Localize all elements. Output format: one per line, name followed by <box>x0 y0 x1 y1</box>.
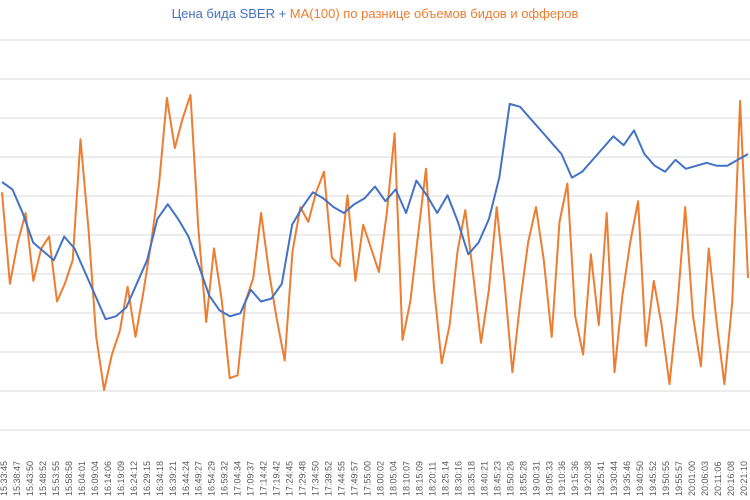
x-tick-label: 16:49:27 <box>194 461 204 496</box>
x-tick-label: 17:49:57 <box>350 461 360 496</box>
x-tick-label: 20:06:03 <box>700 461 710 496</box>
x-tick-label: 17:09:37 <box>246 461 256 496</box>
x-axis-ticks: 15:33:45 15:38:47 15:43:50 15:48:52 15:53:55… <box>0 461 749 496</box>
x-tick-label: 18:45:23 <box>492 461 502 496</box>
x-tick-label: 17:19:42 <box>272 461 282 496</box>
x-tick-label: 17:14:42 <box>259 461 269 496</box>
x-tick-label: 18:50:26 <box>505 461 515 496</box>
x-tick-label: 19:00:31 <box>531 461 541 496</box>
title-separator: + <box>274 6 290 21</box>
x-tick-label: 15:43:50 <box>25 461 35 496</box>
x-tick-label: 17:39:52 <box>324 461 334 496</box>
x-tick-label: 19:55:57 <box>674 461 684 496</box>
title-bid-price-part: Цена бида SBER <box>171 6 275 21</box>
x-tick-label: 17:04:34 <box>233 461 243 496</box>
x-tick-label: 18:35:18 <box>466 461 476 496</box>
x-tick-label: 17:29:48 <box>298 461 308 496</box>
x-tick-label: 18:15:09 <box>414 461 424 496</box>
x-tick-label: 18:40:21 <box>479 461 489 496</box>
x-tick-label: 15:38:47 <box>12 461 22 496</box>
series-line-bid-price <box>1 102 749 321</box>
x-tick-label: 19:40:50 <box>635 461 645 496</box>
x-tick-label: 18:05:04 <box>389 461 399 496</box>
x-tick-label: 19:05:33 <box>544 461 554 496</box>
x-tick-label: 18:55:28 <box>518 461 528 496</box>
x-tick-label: 18:30:16 <box>453 461 463 496</box>
x-tick-label: 15:48:52 <box>38 461 48 496</box>
x-tick-label: 15:58:58 <box>64 461 74 496</box>
x-tick-label: 20:01:00 <box>687 461 697 496</box>
x-tick-label: 20:16:08 <box>726 461 736 496</box>
chart-title: Цена бида SBER + MA(100) по разнице объе… <box>0 6 750 21</box>
x-tick-label: 16:39:21 <box>168 461 178 496</box>
x-tick-label: 15:53:55 <box>51 461 61 496</box>
x-tick-label: 17:55:00 <box>363 461 373 496</box>
x-tick-label: 18:25:14 <box>440 461 450 496</box>
x-tick-label: 16:34:18 <box>155 461 165 496</box>
x-tick-label: 19:35:46 <box>622 461 632 496</box>
x-tick-label: 18:00:02 <box>376 461 386 496</box>
x-tick-label: 16:54:29 <box>207 461 217 496</box>
x-tick-label: 16:24:12 <box>129 461 139 496</box>
x-tick-label: 19:25:41 <box>596 461 606 496</box>
x-tick-label: 19:10:36 <box>557 461 567 496</box>
x-tick-label: 19:30:44 <box>609 461 619 496</box>
x-tick-label: 16:19:09 <box>116 461 126 496</box>
gridlines <box>0 39 750 431</box>
x-tick-label: 16:04:01 <box>77 461 87 496</box>
x-tick-label: 19:45:52 <box>648 461 658 496</box>
series-lines <box>1 94 749 391</box>
x-tick-label: 16:59:32 <box>220 461 230 496</box>
series-line-ma <box>1 94 749 391</box>
x-tick-label: 17:24:45 <box>285 461 295 496</box>
title-ma-part: MA(100) по разнице объемов бидов и оффер… <box>289 6 579 21</box>
x-tick-label: 18:20:11 <box>427 462 437 496</box>
x-tick-label: 15:33:45 <box>0 461 9 496</box>
x-tick-label: 20:11:06 <box>713 462 723 496</box>
x-tick-label: 19:20:38 <box>583 461 593 496</box>
x-tick-label: 18:10:07 <box>402 461 412 496</box>
x-tick-label: 16:29:15 <box>142 461 152 496</box>
x-tick-label: 19:15:36 <box>570 461 580 496</box>
x-tick-label: 16:14:06 <box>103 461 113 496</box>
x-tick-label: 16:09:04 <box>90 461 100 496</box>
x-tick-label: 16:44:24 <box>181 461 191 496</box>
x-tick-label: 20:21:10 <box>739 461 749 496</box>
x-tick-label: 17:34:50 <box>311 461 321 496</box>
x-tick-label: 19:50:55 <box>661 461 671 496</box>
x-tick-label: 17:44:55 <box>337 461 347 496</box>
